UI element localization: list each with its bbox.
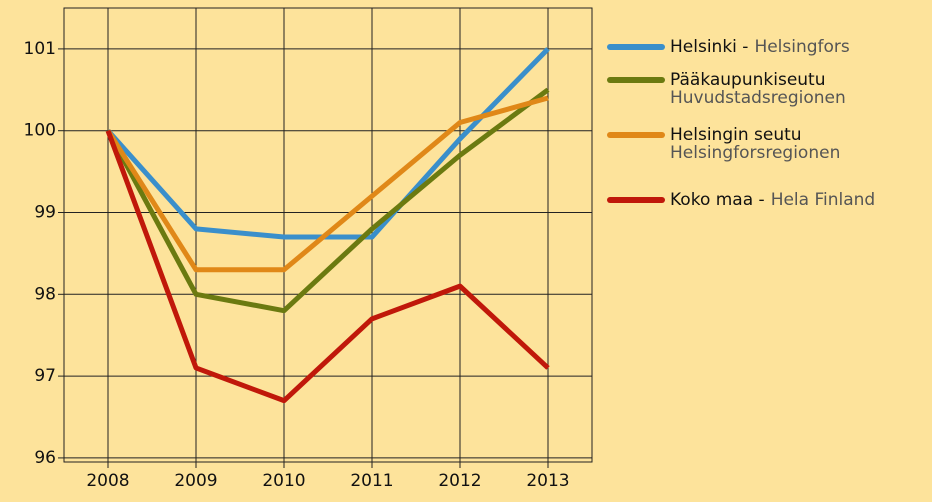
x-tick-label: 2010 [262, 471, 305, 491]
series-line [105, 129, 550, 404]
y-tick-label: 98 [34, 284, 56, 304]
legend-name: Helsingin seutu [670, 125, 802, 145]
x-tick-label: 2011 [350, 471, 393, 491]
y-tick-label: 96 [34, 448, 56, 468]
legend-label: Koko maa - Hela Finland [670, 190, 875, 210]
legend-name-sv: Hela Finland [771, 190, 876, 210]
legend-name: Koko maa - [670, 190, 765, 210]
legend-name-sv: Helsingfors [754, 37, 849, 57]
x-tick-label: 2009 [174, 471, 217, 491]
x-tick-label: 2013 [526, 471, 569, 491]
y-tick-label: 99 [34, 203, 56, 223]
legend-name: Pääkaupunkiseutu [670, 70, 826, 90]
legend-label: Helsinki - Helsingfors [670, 37, 850, 57]
series-line [105, 95, 549, 273]
y-tick-label: 100 [24, 121, 56, 141]
series-line [106, 47, 550, 240]
x-tick-label: 2008 [86, 471, 129, 491]
y-tick-label: 101 [24, 39, 56, 59]
plot-frame [63, 7, 593, 463]
legend-name-sv: Huvudstadsregionen [670, 88, 846, 108]
legend-name: Helsinki - [670, 37, 748, 57]
legend-name-sv: Helsingforsregionen [670, 143, 840, 163]
y-tick-label: 97 [34, 366, 56, 386]
series-line [105, 87, 550, 314]
x-tick-label: 2012 [438, 471, 481, 491]
